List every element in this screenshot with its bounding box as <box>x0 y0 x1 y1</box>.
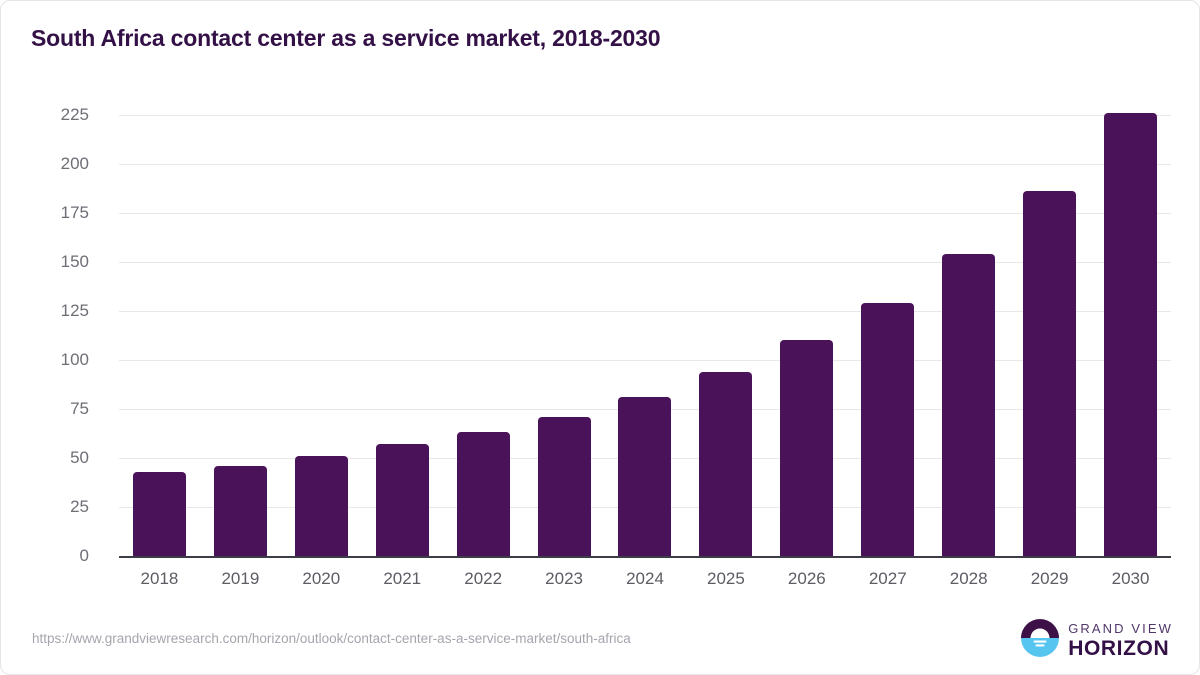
bar-slot <box>685 101 766 556</box>
bar-slot <box>766 101 847 556</box>
x-tick-label-2026: 2026 <box>787 569 826 588</box>
x-tick-label-2020: 2020 <box>302 569 341 588</box>
x-tick-label-2027: 2027 <box>868 569 907 588</box>
x-tick-label-2022: 2022 <box>464 569 503 588</box>
bar-2030[interactable] <box>1104 112 1158 556</box>
logo-wordmark: GRAND VIEW HORIZON <box>1068 622 1173 659</box>
gridline <box>119 163 1171 165</box>
bar-slot <box>847 101 928 556</box>
bar-slot <box>605 101 686 556</box>
bar-2027[interactable] <box>861 303 915 556</box>
y-tick-label: 75 <box>70 398 89 418</box>
x-axis-ticks: 2018 2019 2020 2021 2022 2023 2024 2025 2026 2027… <box>119 569 1171 597</box>
logo-line-1: GRAND VIEW <box>1068 621 1173 636</box>
y-tick-label: 0 <box>79 546 89 565</box>
bar-2018[interactable] <box>132 471 186 556</box>
gridline <box>119 261 1171 263</box>
y-tick-label: 175 <box>60 202 89 222</box>
bar-series <box>119 101 1171 556</box>
y-tick-label: 225 <box>60 104 89 124</box>
horizon-circle-icon <box>1021 619 1060 662</box>
y-tick-label: 25 <box>70 496 89 516</box>
gridline <box>119 114 1171 116</box>
bar-2019[interactable] <box>213 465 267 556</box>
bar-slot <box>1009 101 1090 556</box>
x-tick-label-2025: 2025 <box>707 569 745 588</box>
plot-area: 0 25 50 75 100 125 150 175 200 225 <box>61 101 1171 565</box>
bar-slot <box>200 101 281 556</box>
bar-slot <box>362 101 443 556</box>
bar-2021[interactable] <box>375 444 429 556</box>
page-title: South Africa contact center as a service… <box>31 25 661 51</box>
x-tick-label-2019: 2019 <box>221 569 260 588</box>
bar-slot <box>281 101 362 556</box>
y-tick-label: 50 <box>70 447 89 467</box>
gridline <box>119 310 1171 312</box>
bar-2020[interactable] <box>294 455 348 556</box>
bar-slot <box>928 101 1009 556</box>
bar-2028[interactable] <box>942 253 996 556</box>
gridline <box>119 359 1171 361</box>
grand-view-horizon-logo[interactable]: GRAND VIEW HORIZON <box>1021 619 1173 662</box>
bar-slot <box>119 101 200 556</box>
y-tick-label: 100 <box>60 349 89 369</box>
x-tick-label-2029: 2029 <box>1030 569 1069 588</box>
bar-2023[interactable] <box>537 416 591 556</box>
x-tick-label-2018: 2018 <box>140 569 179 588</box>
x-tick-label-2024: 2024 <box>626 569 664 588</box>
bar-slot <box>1090 101 1171 556</box>
x-tick-label-2021: 2021 <box>383 569 422 588</box>
y-tick-label: 150 <box>60 251 89 271</box>
bar-2029[interactable] <box>1023 191 1077 556</box>
bar-2025[interactable] <box>699 371 753 556</box>
y-tick-label: 125 <box>60 300 89 320</box>
bar-slot <box>524 101 605 556</box>
gridline <box>119 212 1171 214</box>
x-axis-line <box>119 556 1171 558</box>
x-tick-label-2030: 2030 <box>1111 569 1150 588</box>
bar-2026[interactable] <box>780 340 834 556</box>
source-url[interactable]: https://www.grandviewresearch.com/horizo… <box>32 631 631 646</box>
x-tick-label-2023: 2023 <box>545 569 583 588</box>
bar-2022[interactable] <box>456 432 510 556</box>
bar-2024[interactable] <box>618 397 672 556</box>
logo-line-2: HORIZON <box>1068 637 1170 660</box>
y-tick-label: 200 <box>60 153 89 173</box>
bar-slot <box>443 101 524 556</box>
x-tick-label-2028: 2028 <box>949 569 988 588</box>
